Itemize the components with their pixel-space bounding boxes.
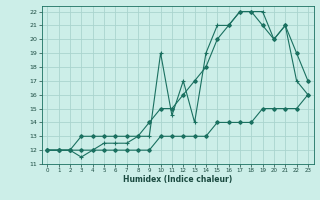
X-axis label: Humidex (Indice chaleur): Humidex (Indice chaleur)	[123, 175, 232, 184]
